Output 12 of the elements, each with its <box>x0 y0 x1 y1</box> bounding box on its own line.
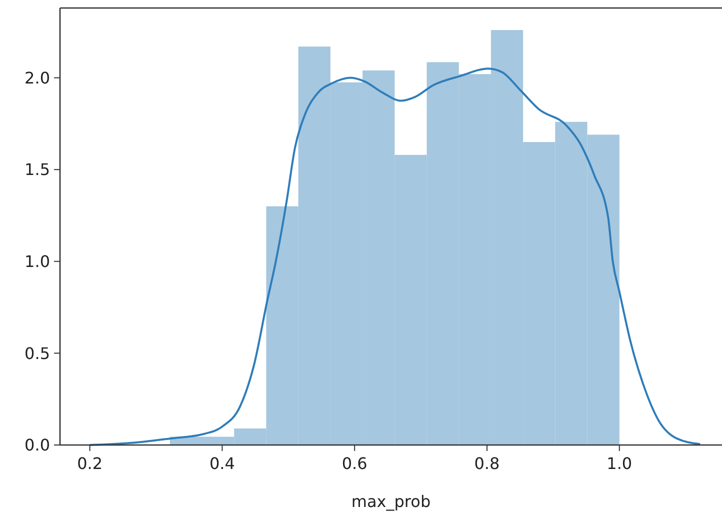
x-tick-label: 0.2 <box>77 454 103 473</box>
x-tick-label: 0.4 <box>209 454 235 473</box>
y-tick-label: 1.0 <box>24 252 50 271</box>
y-tick-label: 0.0 <box>24 436 50 455</box>
y-tick-label: 0.5 <box>24 344 50 363</box>
x-tick-label: 1.0 <box>606 454 632 473</box>
y-tick-label: 2.0 <box>24 68 50 88</box>
line-series <box>88 68 702 446</box>
x-axis-title: max_prob <box>351 492 431 511</box>
y-tick-label: 1.5 <box>24 160 50 180</box>
x-tick-label: 0.6 <box>342 454 368 473</box>
x-tick-label: 0.8 <box>474 454 500 473</box>
